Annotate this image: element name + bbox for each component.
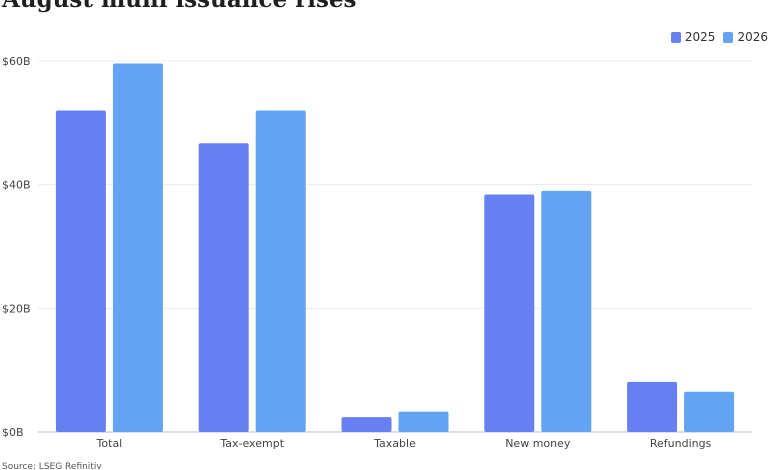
bar-2025 — [627, 381, 678, 432]
legend-item-2026: 2026 — [723, 30, 768, 44]
y-tick-label: $0B — [2, 426, 24, 439]
bar-2026 — [398, 411, 449, 432]
bar-2026 — [541, 190, 592, 432]
y-tick-label: $40B — [2, 179, 31, 192]
bar-2025 — [55, 110, 106, 432]
x-tick-label: Taxable — [373, 437, 416, 450]
x-tick-label: Tax-exempt — [219, 437, 284, 450]
bar-2026 — [684, 391, 735, 432]
legend-label-2026: 2026 — [737, 30, 768, 44]
x-tick-label: Refundings — [650, 437, 712, 450]
legend-swatch-2025 — [670, 31, 681, 43]
bar-2026 — [112, 63, 163, 433]
bar-2025 — [484, 194, 535, 432]
legend-label-2025: 2025 — [684, 30, 716, 44]
x-tick-label: New money — [505, 437, 571, 450]
bar-2026 — [255, 110, 306, 432]
legend-item-2025: 2025 — [670, 30, 716, 44]
y-tick-label: $20B — [2, 302, 31, 315]
legend-swatch-2026 — [723, 31, 734, 43]
chart-title: August muni issuance rises — [2, 0, 357, 13]
legend: 2025 2026 — [670, 30, 768, 44]
source-note: Source: LSEG Refinitiv — [2, 462, 102, 470]
bar-2025 — [341, 417, 392, 432]
bar-2025 — [198, 143, 249, 432]
y-tick-label: $60B — [2, 55, 31, 68]
x-tick-label: Total — [96, 437, 123, 450]
